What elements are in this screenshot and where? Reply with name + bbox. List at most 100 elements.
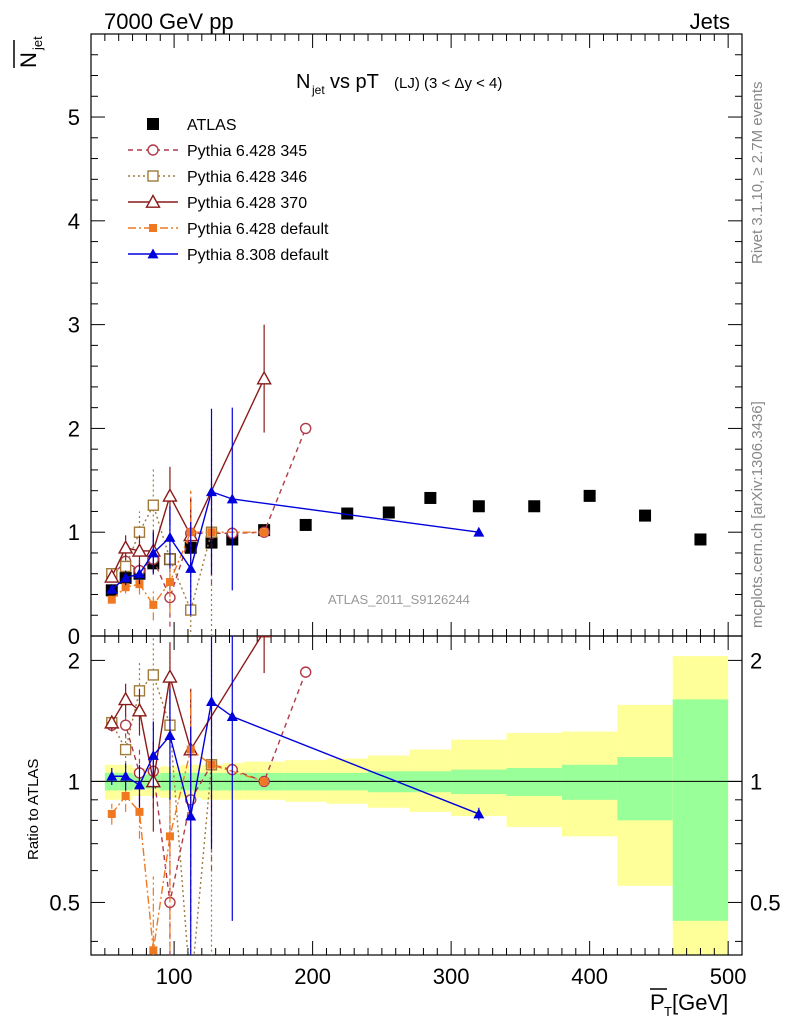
ratio-data-point	[104, 714, 120, 729]
legend-label: Pythia 6.428 345	[187, 143, 307, 160]
svg-text:(LJ) (3 < Δy < 4): (LJ) (3 < Δy < 4)	[394, 75, 502, 92]
main-data-point	[473, 526, 485, 537]
ratio-y-tick-label-right: 2	[750, 648, 762, 673]
y-axis-label-bottom: Ratio to ATLAS	[25, 759, 42, 860]
y-tick-label: 0	[68, 624, 80, 649]
ratio-frame	[90, 635, 743, 956]
main-data-point	[119, 560, 132, 573]
legend-label: Pythia 6.428 346	[187, 169, 307, 186]
svg-text:P: P	[650, 990, 665, 1015]
ratio-uncertainty-band	[104, 656, 729, 955]
band-inner	[672, 699, 729, 921]
main-data-point	[106, 583, 118, 594]
ratio-data-point	[162, 668, 178, 683]
legend-marker	[147, 118, 159, 130]
main-data-point	[472, 500, 485, 513]
main-data-point	[147, 499, 160, 511]
header-right: Jets	[690, 9, 730, 34]
svg-text:[GeV]: [GeV]	[672, 990, 728, 1015]
ratio-data-point	[185, 810, 197, 821]
ratio-series-line	[111, 748, 265, 951]
main-data-point	[131, 542, 148, 557]
main-data-point	[226, 493, 238, 504]
ratio-data-point	[117, 691, 134, 706]
chart-title: N jet vs pT (LJ) (3 < Δy < 4)	[296, 71, 502, 97]
ratio-data-point	[135, 807, 144, 816]
ratio-data-point	[119, 719, 132, 731]
legend-marker	[147, 248, 159, 259]
ratio-y-tick-label-right: 1	[750, 769, 762, 794]
main-series	[106, 407, 485, 616]
main-data-point	[147, 547, 159, 558]
ratio-data-point	[164, 730, 176, 741]
y-axis-label-top: N jet	[13, 36, 45, 68]
ratio-data-point	[107, 809, 116, 818]
ratio-data-point	[165, 832, 174, 841]
ratio-series	[106, 636, 218, 955]
main-series	[105, 489, 707, 597]
main-data-point	[260, 528, 269, 537]
legend-marker	[145, 194, 161, 208]
main-data-point	[583, 489, 596, 502]
main-data-point	[382, 506, 395, 519]
main-data-point	[104, 568, 120, 583]
legend-label: Pythia 6.428 370	[187, 195, 307, 212]
ratio-series	[107, 688, 269, 955]
ratio-data-point	[131, 702, 148, 717]
ratio-y-tick-label: 0.5	[49, 890, 80, 915]
svg-text:vs pT: vs pT	[330, 71, 379, 93]
ratio-data-point	[206, 696, 218, 706]
legend-marker	[149, 224, 157, 232]
x-tick-label: 200	[294, 964, 331, 989]
ratio-data-point	[226, 711, 238, 721]
main-data-point	[120, 572, 132, 583]
analysis-watermark: ATLAS_2011_S9126244	[328, 592, 470, 607]
main-series-line	[111, 428, 307, 600]
ratio-data-point	[299, 666, 312, 678]
main-data-point	[165, 578, 174, 587]
main-series	[107, 490, 269, 621]
svg-text:N: N	[16, 52, 41, 68]
legend-label: Pythia 6.428 default	[187, 221, 329, 238]
axes: 100 200 300 400 500 0 1 2 3 4 5 0.5 0.5 1 1 2 2	[49, 33, 781, 989]
y-tick-label: 3	[68, 313, 80, 338]
y-tick-label: 5	[68, 105, 80, 130]
main-data-point	[341, 507, 354, 520]
ratio-y-tick-label: 2	[68, 648, 80, 673]
legend-label: ATLAS	[187, 117, 237, 134]
main-series	[104, 324, 272, 583]
y-tick-label: 1	[68, 520, 80, 545]
legend-marker	[147, 144, 159, 156]
ratio-y-tick-label-right: 0.5	[750, 890, 781, 915]
svg-text:jet: jet	[311, 83, 325, 97]
header-left: 7000 GeV pp	[104, 9, 234, 34]
legend-marker	[147, 170, 159, 182]
main-data-point	[256, 370, 272, 385]
main-data-point	[206, 486, 218, 497]
ratio-data-point	[133, 779, 145, 790]
legend-label: Pythia 8.308 default	[187, 247, 329, 264]
main-data-point	[185, 563, 197, 573]
main-series	[106, 422, 312, 627]
ratio-data-point	[120, 770, 132, 781]
main-data-point	[107, 595, 116, 604]
data-series	[104, 324, 707, 955]
x-tick-label: 400	[571, 964, 608, 989]
mcplots-label: mcplots.cern.ch [arXiv:1306.3436]	[749, 401, 766, 628]
ratio-data-point	[147, 669, 160, 681]
x-tick-label: 100	[156, 964, 193, 989]
main-data-point	[299, 518, 312, 531]
ratio-data-point	[149, 946, 158, 955]
svg-text:jet: jet	[30, 36, 45, 51]
ratio-data-point	[119, 743, 132, 756]
main-data-point	[121, 583, 130, 592]
ratio-y-tick-label: 1	[68, 769, 80, 794]
legend: ATLAS Pythia 6.428 345 Pythia 6.428 346 Pyt…	[128, 117, 329, 264]
main-data-point	[117, 539, 134, 554]
main-data-point	[528, 500, 541, 513]
band-inner	[561, 764, 618, 800]
main-data-point	[149, 600, 158, 609]
main-data-point	[162, 487, 178, 502]
x-tick-label: 500	[710, 964, 747, 989]
